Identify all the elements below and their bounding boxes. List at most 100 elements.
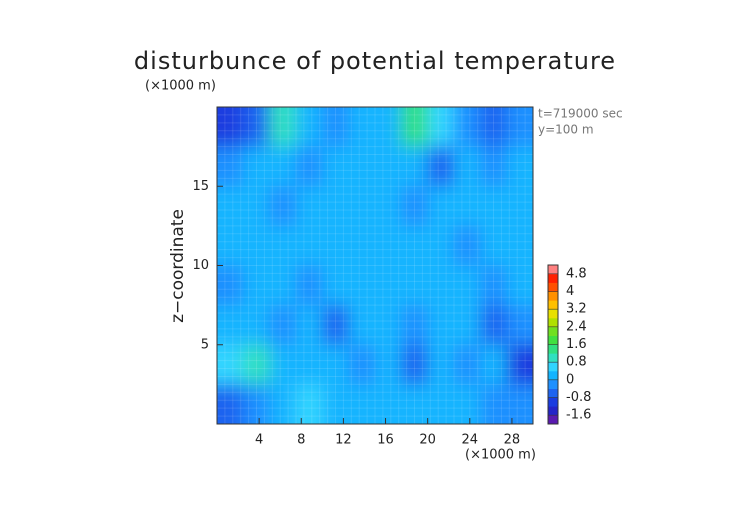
contour-cell bbox=[427, 146, 455, 187]
contour-cell bbox=[217, 344, 244, 385]
colorbar-band bbox=[548, 397, 558, 407]
colorbar-tick-label: 4 bbox=[566, 284, 574, 299]
x-tick-label: 8 bbox=[297, 433, 305, 448]
y-unit: (×1000 m) bbox=[145, 79, 216, 94]
contour-cell bbox=[401, 344, 429, 385]
contour-cell bbox=[401, 225, 429, 266]
contour-cell bbox=[401, 186, 429, 227]
colorbar-band bbox=[548, 379, 558, 389]
contour-cell bbox=[348, 186, 376, 227]
contour-cell bbox=[296, 146, 323, 187]
colorbar-tick-label: 4.8 bbox=[566, 266, 587, 281]
contour-cell bbox=[243, 305, 271, 346]
contour-cell bbox=[217, 384, 244, 424]
contour-cell bbox=[243, 225, 271, 266]
contour-cell bbox=[375, 265, 402, 306]
contour-cell bbox=[454, 186, 481, 227]
contour-cell bbox=[269, 107, 297, 148]
contour-cell bbox=[269, 186, 297, 227]
colorbar-band bbox=[548, 282, 558, 292]
contour-cell bbox=[217, 186, 244, 227]
contour-cell bbox=[322, 186, 350, 227]
colorbar-tick-label: -0.8 bbox=[566, 390, 591, 405]
contour-cell bbox=[506, 384, 533, 424]
contour-cell bbox=[269, 225, 297, 266]
contour-cell bbox=[322, 384, 350, 424]
contour-cell bbox=[269, 384, 297, 424]
contour-cell bbox=[243, 344, 271, 385]
contour-cell bbox=[375, 305, 402, 346]
colorbar-band bbox=[548, 362, 558, 372]
contour-cell bbox=[296, 186, 323, 227]
contour-cell bbox=[243, 186, 271, 227]
contour-cell bbox=[348, 265, 376, 306]
contour-cell bbox=[480, 146, 508, 187]
contour-cell bbox=[375, 384, 402, 424]
contour-cell bbox=[506, 265, 533, 306]
contour-cell bbox=[401, 146, 429, 187]
contour-cell bbox=[401, 107, 429, 148]
colorbar-tick-label: -1.6 bbox=[566, 408, 591, 423]
contour-field bbox=[217, 107, 533, 424]
contour-cell bbox=[506, 344, 533, 385]
contour-cell bbox=[480, 107, 508, 148]
contour-cell bbox=[454, 265, 481, 306]
contour-cell bbox=[401, 265, 429, 306]
colorbar-band bbox=[548, 406, 558, 416]
contour-cell bbox=[217, 305, 244, 346]
contour-cell bbox=[348, 146, 376, 187]
colorbar-band bbox=[548, 371, 558, 381]
contour-cell bbox=[506, 107, 533, 148]
contour-cell bbox=[454, 344, 481, 385]
contour-cell bbox=[401, 305, 429, 346]
colorbar-band bbox=[548, 388, 558, 398]
contour-cell bbox=[375, 107, 402, 148]
contour-cell bbox=[322, 107, 350, 148]
colorbar-band bbox=[548, 273, 558, 283]
contour-cell bbox=[506, 186, 533, 227]
axes: 4 8 12 16 20 24 28 5 10 15 -1.6 -0.8 0 0.8 1.6 2.4 3.2 4 4… bbox=[192, 106, 591, 448]
colorbar-band bbox=[548, 335, 558, 345]
colorbar-tick-label: 1.6 bbox=[566, 337, 587, 352]
contour-cell bbox=[348, 344, 376, 385]
contour-cell bbox=[269, 265, 297, 306]
contour-cell bbox=[348, 107, 376, 148]
x-tick-label: 24 bbox=[462, 433, 479, 448]
contour-cell bbox=[296, 384, 323, 424]
y-tick-label: 10 bbox=[192, 258, 209, 273]
contour-cell bbox=[243, 384, 271, 424]
contour-cell bbox=[375, 186, 402, 227]
contour-cell bbox=[217, 225, 244, 266]
contour-cell bbox=[269, 305, 297, 346]
contour-cell bbox=[217, 146, 244, 187]
contour-cell bbox=[427, 186, 455, 227]
contour-cell bbox=[480, 384, 508, 424]
contour-cell bbox=[506, 146, 533, 187]
x-tick-label: 12 bbox=[335, 433, 352, 448]
colorbar-band bbox=[548, 309, 558, 319]
contour-cell bbox=[322, 305, 350, 346]
contour-cell bbox=[454, 305, 481, 346]
colorbar-tick-label: 0.8 bbox=[566, 355, 587, 370]
contour-cell bbox=[454, 107, 481, 148]
contour-cell bbox=[322, 344, 350, 385]
annotation: t=719000 sec bbox=[538, 107, 623, 121]
y-axis-label: z−coordinate bbox=[168, 209, 188, 323]
contour-cell bbox=[269, 344, 297, 385]
colorbar-band bbox=[548, 291, 558, 301]
contour-cell bbox=[506, 225, 533, 266]
contour-cell bbox=[348, 384, 376, 424]
contour-cell bbox=[217, 107, 244, 148]
y-tick-label: 15 bbox=[192, 179, 209, 194]
colorbar-band bbox=[548, 326, 558, 336]
x-tick-label: 16 bbox=[377, 433, 394, 448]
x-tick-label: 28 bbox=[504, 433, 521, 448]
contour-cell bbox=[427, 384, 455, 424]
contour-cell bbox=[480, 305, 508, 346]
contour-cell bbox=[454, 225, 481, 266]
contour-cell bbox=[454, 146, 481, 187]
contour-cell bbox=[427, 265, 455, 306]
annotation: y=100 m bbox=[538, 123, 594, 137]
contour-cell bbox=[296, 344, 323, 385]
